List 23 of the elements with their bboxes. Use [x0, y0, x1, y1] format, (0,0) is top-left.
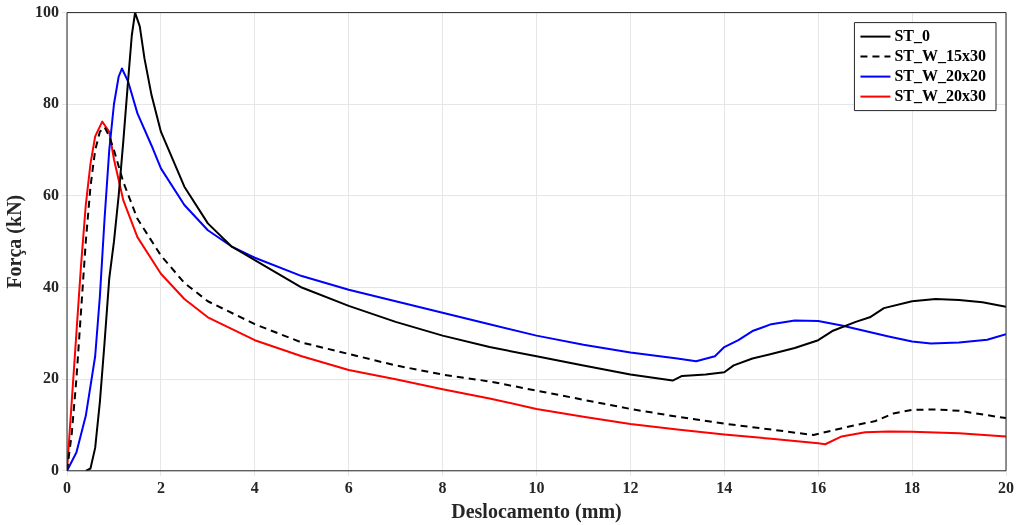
legend-label: ST_W_20x20 — [894, 66, 987, 84]
y-tick-label: 80 — [43, 94, 59, 112]
x-tick-label: 6 — [344, 478, 353, 496]
x-tick-label: 14 — [716, 478, 733, 496]
x-tick-label: 18 — [904, 478, 921, 496]
y-tick-label: 100 — [35, 2, 59, 20]
x-tick-label: 8 — [438, 478, 447, 496]
y-tick-label: 60 — [43, 186, 59, 204]
y-tick-label: 40 — [43, 277, 59, 295]
x-tick-label: 12 — [622, 478, 639, 496]
y-axis-title: Força (kN) — [3, 194, 27, 289]
x-tick-label: 20 — [998, 478, 1014, 496]
y-tick-label: 20 — [43, 369, 59, 387]
x-tick-label: 16 — [810, 478, 827, 496]
x-tick-label: 2 — [156, 478, 165, 496]
x-tick-label: 10 — [528, 478, 545, 496]
x-tick-label: 4 — [250, 478, 259, 496]
legend-label: ST_W_15x30 — [894, 46, 987, 64]
x-axis-title: Deslocamento (mm) — [451, 500, 622, 524]
y-tick-label: 0 — [51, 460, 59, 478]
legend-label: ST_W_20x30 — [894, 86, 987, 104]
legend-label: ST_0 — [894, 26, 931, 44]
x-tick-label: 0 — [63, 478, 71, 496]
